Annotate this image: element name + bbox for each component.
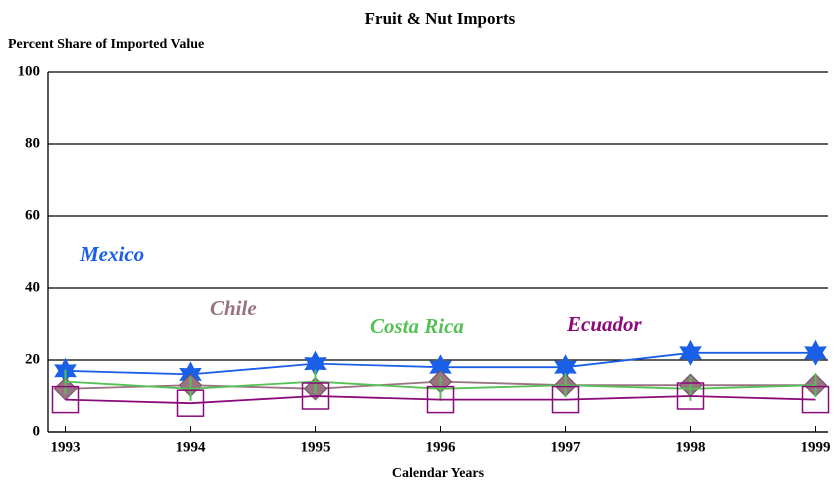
series-label: Costa Rica [370, 314, 464, 338]
x-tick-label: 1993 [51, 439, 81, 455]
x-axis-label: Calendar Years [392, 466, 485, 481]
x-tick-label: 1995 [301, 439, 331, 455]
square-marker [676, 382, 705, 410]
y-axis-label: Percent Share of Imported Value [8, 37, 204, 52]
x-tick-label: 1999 [801, 439, 831, 455]
square-marker [301, 382, 330, 410]
star-marker [804, 339, 827, 366]
y-tick-label: 100 [18, 63, 41, 79]
series-label: Ecuador [566, 312, 643, 336]
y-tick-label: 80 [25, 135, 40, 151]
y-tick-label: 40 [25, 279, 40, 295]
square-marker [176, 389, 205, 417]
x-tick-label: 1998 [676, 439, 706, 455]
square-marker [426, 385, 455, 414]
star-marker [679, 339, 702, 366]
series-line [65, 395, 816, 405]
y-tick-label: 0 [33, 423, 41, 439]
y-tick-label: 20 [25, 351, 40, 367]
series-label: Chile [210, 296, 257, 320]
square-marker [551, 385, 580, 414]
series-label: Mexico [79, 242, 144, 266]
x-tick-label: 1996 [426, 439, 457, 455]
star-marker [429, 354, 452, 381]
square-marker [801, 385, 830, 414]
star-marker [554, 354, 577, 381]
chart-title: Fruit & Nut Imports [365, 9, 516, 28]
square-marker [51, 385, 80, 414]
x-tick-label: 1997 [551, 439, 582, 455]
y-tick-label: 60 [25, 207, 40, 223]
star-marker [304, 350, 327, 377]
x-tick-label: 1994 [176, 439, 207, 455]
